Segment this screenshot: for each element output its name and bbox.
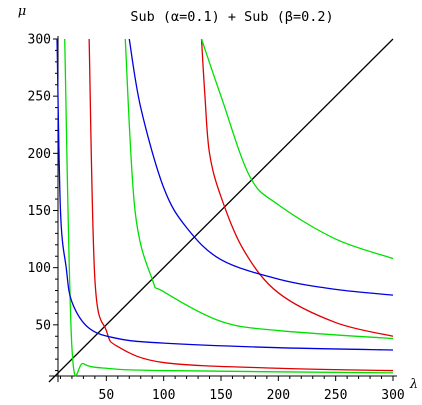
y-tick-label: 250 <box>28 90 51 105</box>
x-tick-label: 50 <box>99 388 115 403</box>
series-line-6 <box>200 38 394 337</box>
x-tick-label: 300 <box>381 388 404 403</box>
y-tick-label: 50 <box>35 318 51 333</box>
series-line-7 <box>128 38 394 296</box>
series-line-2 <box>64 38 394 377</box>
series-line-3 <box>88 38 394 372</box>
labels-layer: 50 100 150 200 250 300 50 100 150 200 250 300 <box>28 33 405 404</box>
y-tick-label: 100 <box>28 261 51 276</box>
series-layer <box>48 38 394 383</box>
y-tick-label: 300 <box>28 33 51 48</box>
series-line-5 <box>56 38 394 351</box>
x-tick-label: 100 <box>152 388 175 403</box>
y-axis-label: μ <box>18 4 26 19</box>
x-tick-label: 250 <box>324 388 347 403</box>
x-axis-label: λ <box>409 377 418 392</box>
y-tick-label: 200 <box>28 147 51 162</box>
x-tick-label: 200 <box>267 388 290 403</box>
series-line-8 <box>200 38 394 260</box>
y-tick-label: 150 <box>28 204 51 219</box>
x-tick-label: 150 <box>209 388 232 403</box>
series-line-1 <box>48 38 394 383</box>
chart-title: Sub (α=0.1) + Sub (β=0.2) <box>130 9 333 25</box>
series-line-4 <box>124 38 394 340</box>
